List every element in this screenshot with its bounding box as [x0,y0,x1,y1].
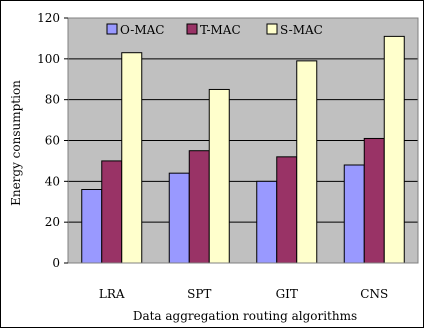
x-tick-label: SPT [187,287,211,301]
bar-s-mac-cns [383,35,405,264]
y-tick-label: 120 [37,11,60,25]
y-tick-labels: 0 20 40 60 80 100 120 [37,11,60,270]
legend-swatch-t-mac [186,23,198,35]
bar-t-mac-git [276,156,298,264]
legend-label-s-mac: S-MAC [280,23,323,37]
bar-s-mac-lra [121,52,143,264]
x-tick-label: GIT [276,287,298,301]
y-tick-label: 40 [45,174,60,188]
y-tick-label: 80 [45,93,60,107]
bar-o-mac-cns [343,164,365,264]
bar-t-mac-spt [188,150,210,264]
y-tick-label: 100 [37,52,60,66]
bar-t-mac-cns [363,137,385,264]
bar-s-mac-git [296,60,318,264]
bar-o-mac-spt [168,172,190,264]
y-axis-label: Energy consumption [9,80,23,206]
x-axis-label: Data aggregation routing algorithms [133,309,357,323]
bar-t-mac-lra [101,160,123,264]
legend-swatch-o-mac [106,23,118,35]
axes [64,17,419,264]
bar-o-mac-lra [81,189,103,264]
legend: O-MAC T-MAC S-MAC [106,23,323,37]
legend-swatch-s-mac [266,23,278,35]
y-tick-label: 0 [52,256,60,270]
y-tick-label: 20 [45,215,60,229]
y-tick-label: 60 [45,134,60,148]
x-tick-label: CNS [360,287,388,301]
x-tick-label: LRA [99,287,125,301]
bars [81,35,405,264]
x-tick-labels: LRA SPT GIT CNS [99,287,388,301]
legend-label-t-mac: T-MAC [200,23,241,37]
legend-label-o-mac: O-MAC [120,23,164,37]
bar-s-mac-spt [208,88,230,264]
bar-o-mac-git [256,180,278,264]
